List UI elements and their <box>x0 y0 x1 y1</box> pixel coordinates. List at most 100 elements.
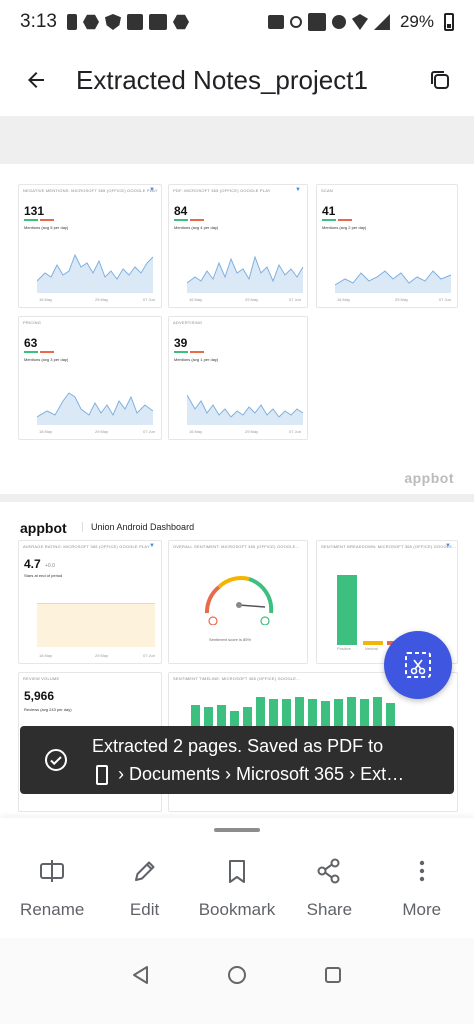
edit-label: Edit <box>129 900 160 919</box>
axis-label: 16 May <box>337 297 351 302</box>
card-subtitle: Stars at end of period <box>24 573 63 578</box>
gauge-caption: Sentiment score is 85% <box>209 637 252 642</box>
more-label: More <box>402 900 442 919</box>
card-subtitle: Mentions (avg 2 per day) <box>322 225 367 230</box>
page-title: Extracted Notes_project1 <box>76 64 368 95</box>
card-title: SENTIMENT BREAKDOWN: MICROSOFT 365 (OFFI… <box>321 544 457 549</box>
nav-recents-icon[interactable] <box>322 964 344 986</box>
bookmark-button[interactable]: Bookmark <box>191 856 283 920</box>
card-legend <box>24 219 54 221</box>
nav-home-icon[interactable] <box>226 964 248 986</box>
rename-button[interactable]: Rename <box>6 856 98 920</box>
copy-button[interactable] <box>424 64 456 96</box>
filter-icon: ▼ <box>295 187 301 193</box>
card-subtitle: Reviews (avg 243 per day) <box>24 707 72 712</box>
scissors-crop-icon <box>405 652 431 678</box>
pdf-page-1: NEGATIVE MENTIONS: MICROSOFT 365 (OFFICE… <box>0 164 474 494</box>
share-button[interactable]: Share <box>283 856 375 920</box>
nav-back-icon[interactable] <box>130 964 152 986</box>
arrow-left-icon <box>28 72 44 88</box>
share-label: Share <box>306 900 353 919</box>
sentiment-gauge-card: OVERALL SENTIMENT: MICROSOFT 365 (OFFICE… <box>168 540 308 664</box>
card-legend <box>174 219 204 221</box>
app-bar: Extracted Notes_project1 <box>0 44 474 116</box>
sparkline <box>187 255 304 293</box>
shield-icon <box>104 14 121 30</box>
metric-card: PDF: MICROSOFT 365 (OFFICE) GOOGLE PLAY … <box>168 184 308 308</box>
drag-handle[interactable] <box>214 828 260 832</box>
sim-icon <box>66 14 77 30</box>
bar-positive <box>337 575 357 645</box>
axis-label: 29 May <box>245 429 259 434</box>
more-vertical-icon <box>407 856 437 886</box>
axis-label: 29 May <box>95 429 109 434</box>
filter-icon: ▼ <box>149 543 155 549</box>
appbot-logo: appbot <box>20 520 67 536</box>
document-viewer[interactable]: NEGATIVE MENTIONS: MICROSOFT 365 (OFFICE… <box>0 116 474 818</box>
back-button[interactable] <box>18 62 54 98</box>
key-icon <box>289 16 302 28</box>
phone-icon <box>96 765 108 785</box>
axis-label: 07 Jun <box>288 297 301 302</box>
filter-icon: ▼ <box>445 543 451 549</box>
axis-label: 07 Jun <box>142 429 155 434</box>
status-left-icons <box>66 14 189 30</box>
card-subtitle: Mentions (avg 4 per day) <box>174 225 219 230</box>
bottom-action-sheet: Rename Edit Bookmark Share More <box>0 818 474 938</box>
more-button[interactable]: More <box>376 856 468 920</box>
mute-icon <box>331 15 346 29</box>
axis-label: 29 May <box>95 297 109 302</box>
pencil-icon <box>130 856 160 886</box>
status-time: 3:13 <box>20 11 57 32</box>
sentiment-gauge <box>205 576 274 625</box>
filter-icon: ▼ <box>149 187 155 193</box>
system-nav-bar <box>0 938 474 1024</box>
battery-percent: 29% <box>399 12 434 31</box>
metric-card: ADVERTISING 39 Mentions (avg 1 per day) … <box>168 316 308 440</box>
card-title: PRICING <box>23 320 42 325</box>
axis-label: 16 May <box>39 297 53 302</box>
sparkline <box>335 270 452 293</box>
axis-label: Positive <box>337 646 352 651</box>
extract-fab[interactable] <box>384 631 452 699</box>
hex-icon <box>172 14 189 30</box>
rename-icon <box>37 856 67 886</box>
briefcase-icon <box>267 15 284 29</box>
metric-card: PRICING 63 Mentions (avg 3 per day) 16 M… <box>18 316 162 440</box>
card-title: PDF: MICROSOFT 365 (OFFICE) GOOGLE PLAY <box>173 188 271 193</box>
metric-card: SCAN 41 Mentions (avg 2 per day) 16 May … <box>316 184 458 308</box>
card-legend <box>24 351 54 353</box>
rename-label: Rename <box>20 900 85 919</box>
axis-label: 16 May <box>189 297 203 302</box>
status-bar: 3:13 29% <box>0 0 474 44</box>
status-right-icons: 29% <box>267 12 454 32</box>
snackbar-path[interactable]: › Documents › Microsoft 365 › Ext… <box>118 764 405 784</box>
card-subtitle: Mentions (avg 1 per day) <box>174 357 219 362</box>
rating-area <box>37 603 155 647</box>
card-legend <box>322 219 352 221</box>
card-value: 39 <box>174 336 188 350</box>
copy-icon <box>431 71 449 89</box>
appbot-watermark: appbot <box>404 470 454 486</box>
action-row: Rename Edit Bookmark Share More <box>0 856 474 920</box>
card-title: REVIEW VOLUME <box>23 676 60 681</box>
card-title: ADVERTISING <box>173 320 203 325</box>
card-value: 131 <box>24 204 45 218</box>
card-title: OVERALL SENTIMENT: MICROSOFT 365 (OFFICE… <box>173 544 300 549</box>
card-subtitle: Mentions (avg 5 per day) <box>24 225 69 230</box>
axis-label: 07 Jun <box>288 429 301 434</box>
card-legend <box>174 351 204 353</box>
wifi-icon <box>351 14 368 30</box>
axis-label: 07 Jun <box>142 653 155 658</box>
timeline-bars <box>191 697 395 731</box>
axis-label: 07 Jun <box>438 297 451 302</box>
share-icon <box>314 856 344 886</box>
edit-button[interactable]: Edit <box>99 856 191 920</box>
sparkline <box>187 394 304 425</box>
image-icon <box>126 14 143 30</box>
card-title: AVERAGE RATING: MICROSOFT 365 (OFFICE) G… <box>23 544 150 549</box>
card-value: 63 <box>24 336 38 350</box>
check-circle-icon <box>45 749 67 771</box>
axis-label: Neutral <box>365 646 378 651</box>
card-value: 84 <box>174 204 188 218</box>
